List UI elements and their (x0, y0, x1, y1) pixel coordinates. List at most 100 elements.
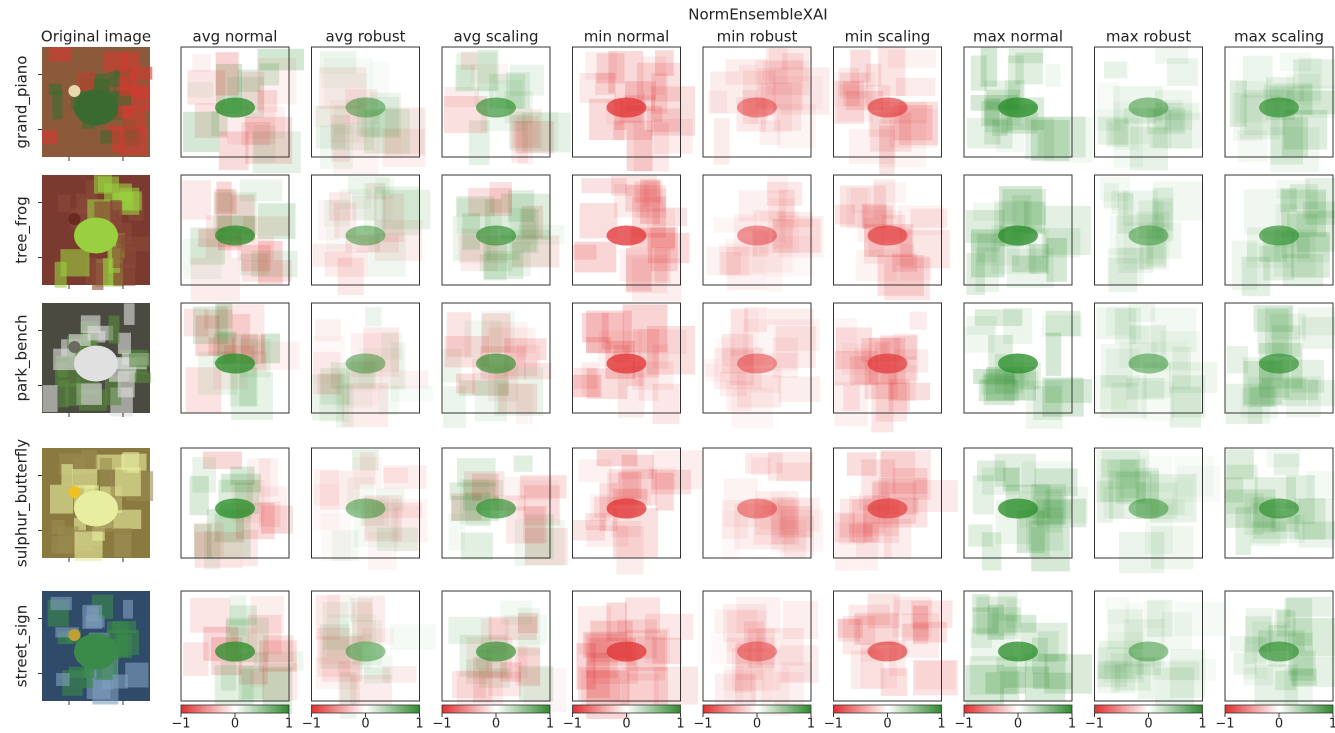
map-patch (652, 384, 679, 424)
map-patch (191, 258, 240, 301)
image-patch (115, 467, 141, 496)
map-object (998, 226, 1038, 246)
map-object (607, 642, 647, 662)
map-patch (967, 316, 997, 335)
colorbar-tick-label: −1 (693, 717, 712, 732)
map-patch (731, 309, 748, 356)
saliency-map (834, 175, 950, 300)
image-detail (68, 85, 80, 97)
colorbar-tick-label: −1 (432, 717, 451, 732)
colorbar-tick-label: −1 (302, 717, 321, 732)
map-patch (456, 374, 475, 394)
map-object (346, 499, 386, 519)
colorbar (1095, 705, 1203, 713)
map-patch (1034, 468, 1077, 496)
map-patch (768, 452, 813, 481)
saliency-map (573, 175, 690, 301)
colorbar-tick-label: 0 (1144, 717, 1152, 732)
map-patch (1135, 468, 1158, 500)
saliency-map (181, 175, 297, 301)
map-patch (868, 593, 900, 628)
map-patch (1155, 47, 1188, 64)
image-object (74, 218, 118, 254)
image-patch (103, 258, 113, 285)
map-patch (462, 213, 480, 249)
map-object (737, 642, 777, 662)
map-object (346, 226, 386, 246)
map-patch (573, 245, 597, 260)
row-label: park_bench (13, 314, 32, 401)
map-patch (1151, 526, 1193, 569)
image-patch (109, 316, 120, 344)
map-patch (778, 376, 820, 402)
colorbar (703, 705, 811, 713)
image-patch (122, 52, 139, 69)
map-patch (1046, 238, 1066, 282)
image-object (74, 491, 118, 527)
map-object (476, 499, 516, 519)
map-patch (1170, 649, 1205, 698)
map-patch (259, 63, 279, 85)
map-object (215, 354, 255, 374)
map-patch (703, 359, 719, 377)
colorbar (181, 705, 289, 713)
map-object (868, 354, 908, 374)
map-patch (880, 452, 915, 478)
colorbar-tick-label: 1 (285, 717, 293, 732)
image-patch (94, 175, 112, 194)
colorbar (442, 705, 550, 713)
map-patch (1169, 113, 1202, 149)
map-patch (620, 249, 669, 281)
map-patch (250, 671, 265, 687)
row-label: street_sign (13, 605, 32, 687)
colorbar-tick-label: 1 (1068, 717, 1076, 732)
map-object (607, 98, 647, 118)
map-patch (490, 322, 527, 357)
original-image (42, 175, 150, 290)
column-header: avg normal (193, 28, 278, 46)
map-patch (654, 667, 698, 705)
map-patch (480, 254, 513, 271)
image-patch (82, 668, 94, 689)
map-object (1259, 499, 1299, 519)
map-patch (839, 514, 867, 544)
map-object (607, 226, 647, 246)
map-patch (187, 82, 213, 97)
map-patch (874, 182, 906, 202)
map-object (737, 226, 777, 246)
map-patch (1274, 454, 1299, 476)
map-patch (194, 523, 223, 557)
map-patch (1151, 308, 1197, 352)
colorbar-tick-label: 1 (807, 717, 815, 732)
figure-title: NormEnsembleXAI (688, 6, 827, 24)
column-header: max robust (1106, 28, 1191, 46)
colorbar-tick-label: 1 (1329, 717, 1335, 732)
colorbar-tick-label: −1 (954, 717, 973, 732)
saliency-map (1225, 175, 1335, 296)
original-image (42, 47, 152, 157)
saliency-map (703, 591, 819, 716)
map-patch (1277, 180, 1310, 199)
map-patch (263, 663, 297, 700)
saliency-map (834, 303, 942, 432)
colorbar-tick-label: −1 (563, 717, 582, 732)
image-detail (68, 629, 80, 641)
map-object (346, 354, 386, 374)
map-patch (1161, 612, 1191, 649)
map-object (1259, 642, 1299, 662)
colorbar (964, 705, 1072, 713)
saliency-map (964, 175, 1091, 295)
saliency-map (834, 448, 958, 571)
map-patch (1174, 456, 1213, 497)
map-patch (648, 468, 675, 490)
map-patch (1100, 375, 1146, 418)
map-patch (714, 118, 730, 165)
map-patch (190, 476, 209, 515)
map-patch (836, 318, 858, 353)
map-patch (377, 109, 424, 154)
map-patch (315, 319, 341, 341)
map-patch (881, 668, 908, 696)
map-object (215, 226, 255, 246)
map-object (737, 499, 777, 519)
map-object (1259, 98, 1299, 118)
